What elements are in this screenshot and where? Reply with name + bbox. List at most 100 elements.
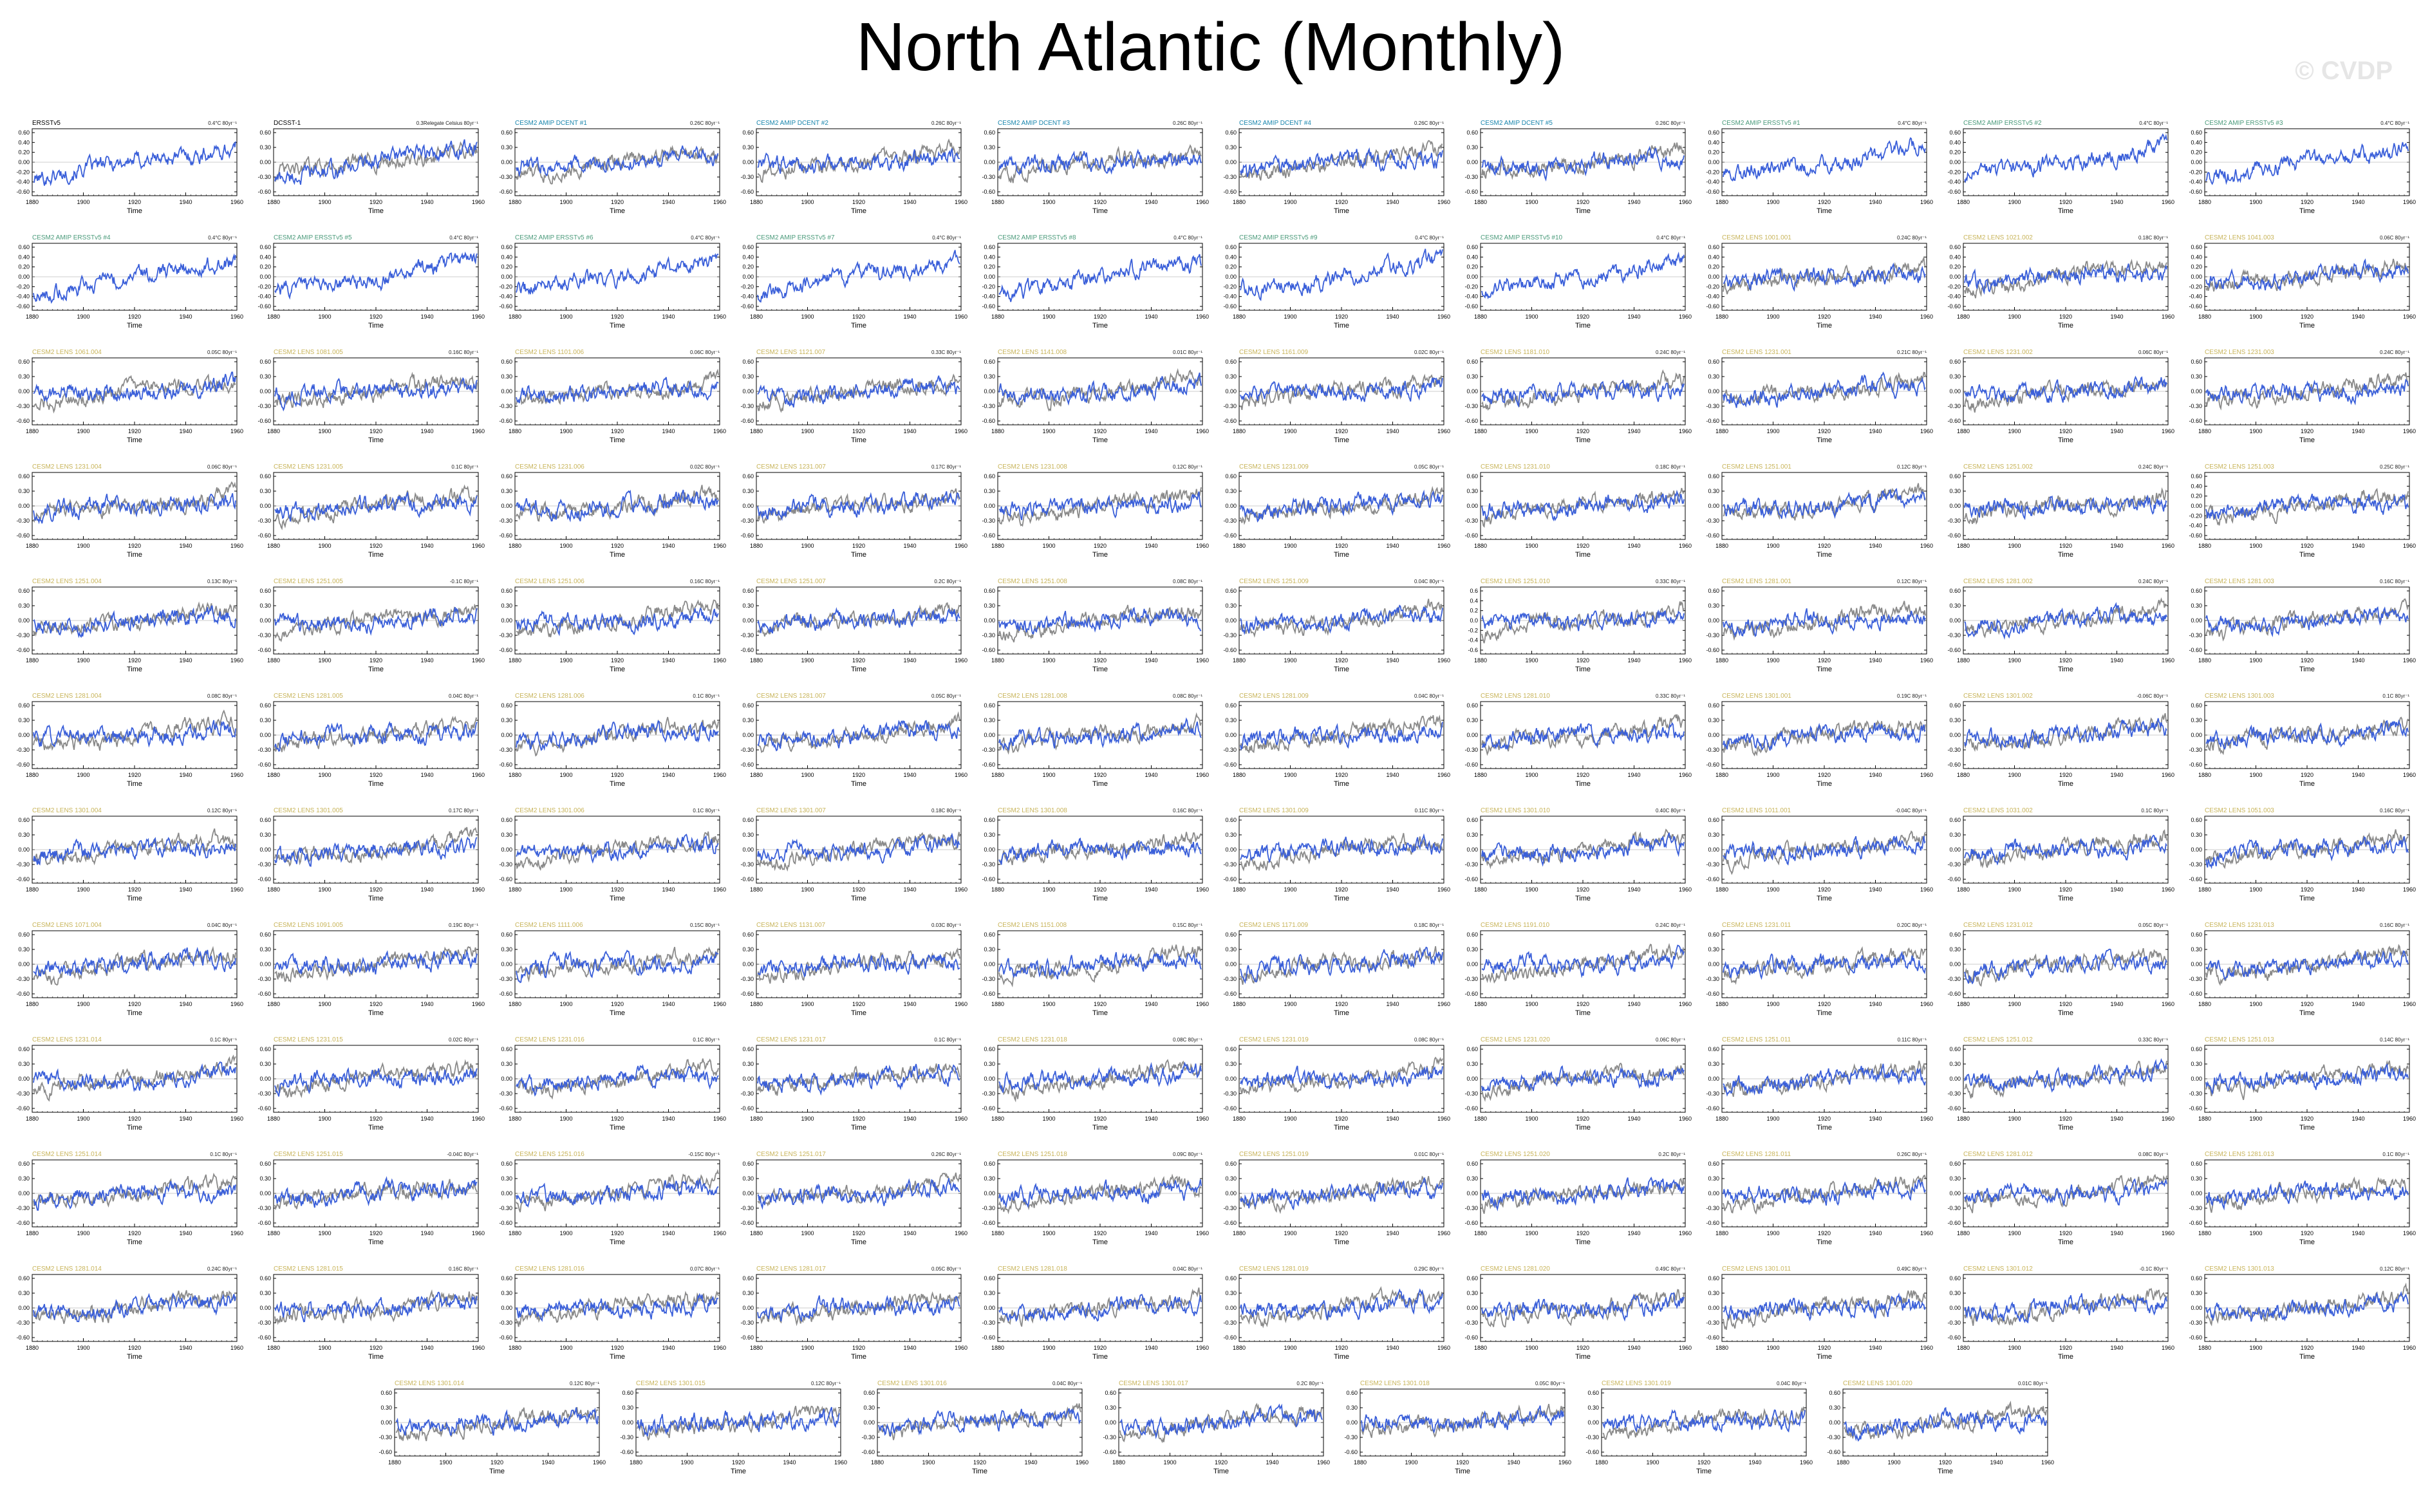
x-tick-label: 1880 [509, 199, 521, 205]
x-axis-label: Time [1575, 436, 1591, 444]
y-tick-label: 0.60 [501, 588, 512, 594]
x-tick-label: 1900 [2249, 772, 2262, 778]
x-tick-label: 1940 [1386, 886, 1399, 893]
x-tick-label: 1900 [1042, 657, 1055, 664]
y-tick-label: 0.60 [1225, 473, 1237, 480]
y-tick-label: -0.60 [499, 647, 512, 653]
panel-trend: 0.12C 80yr⁻¹ [1173, 464, 1202, 470]
y-tick-label: -0.40 [740, 294, 754, 300]
x-tick-label: 1940 [420, 657, 433, 664]
y-tick-label: -0.20 [2189, 512, 2202, 519]
model-line [33, 720, 236, 748]
x-tick-label: 1880 [750, 199, 763, 205]
panel-trend: 0.24C 80yr⁻¹ [1656, 350, 1685, 355]
x-tick-label: 1920 [1094, 428, 1107, 434]
x-tick-label: 1920 [852, 428, 865, 434]
y-tick-label: -0.30 [16, 861, 30, 868]
y-tick-label: -0.40 [2189, 179, 2202, 185]
x-tick-label: 1920 [852, 543, 865, 549]
y-tick-label: -0.60 [16, 189, 30, 195]
x-tick-label: 1900 [1766, 543, 1779, 549]
panel-trend: 0.04C 80yr⁻¹ [1414, 693, 1444, 699]
y-tick-label: -0.60 [499, 303, 512, 310]
y-tick-label: -0.60 [1223, 761, 1237, 768]
y-tick-label: 0.30 [1708, 373, 1719, 380]
x-tick-label: 1880 [1715, 657, 1728, 664]
x-tick-label: 1900 [318, 886, 331, 893]
y-tick-label: -0.30 [499, 174, 512, 180]
x-tick-label: 1900 [318, 199, 331, 205]
y-tick-label: 0.00 [259, 159, 271, 165]
x-tick-label: 1920 [1094, 772, 1107, 778]
x-tick-label: 1920 [1094, 657, 1107, 664]
y-tick-label: 0.60 [18, 129, 30, 136]
y-tick-label: 0.00 [259, 846, 271, 853]
panel-title: CESM2 AMIP ERSSTv5 #3 [2205, 120, 2283, 127]
x-tick-label: 1880 [750, 313, 763, 320]
x-axis-label: Time [1334, 895, 1349, 902]
y-tick-label: 0.60 [1466, 817, 1478, 823]
x-tick-label: 1940 [420, 199, 433, 205]
panel-title: CESM2 LENS 1301.006 [515, 807, 584, 814]
y-tick-label: 0.00 [1466, 732, 1478, 738]
x-tick-label: 1900 [1766, 199, 1779, 205]
panel: CESM2 AMIP ERSSTv5 #3 0.4°C 80yr⁻¹ 0.60 0.4… [2189, 120, 2416, 215]
y-tick-label: 0.40 [1708, 254, 1719, 260]
y-tick-label: 0.00 [501, 846, 512, 853]
x-tick-label: 1960 [955, 313, 967, 320]
x-tick-label: 1900 [801, 772, 814, 778]
y-tick-label: 0.00 [18, 503, 30, 509]
y-tick-label: -0.30 [1464, 747, 1478, 753]
x-tick-label: 1900 [1042, 886, 1055, 893]
y-tick-label: 0.30 [1225, 373, 1237, 380]
y-tick-label: 0.30 [1949, 602, 1961, 609]
model-line [998, 148, 1202, 176]
x-tick-label: 1880 [2198, 772, 2211, 778]
panel-title: CESM2 LENS 1231.007 [756, 463, 826, 471]
y-tick-label: 0.60 [1708, 588, 1719, 594]
x-tick-label: 1960 [1679, 543, 1692, 549]
y-tick-label: -0.40 [16, 179, 30, 185]
x-tick-label: 1900 [801, 313, 814, 320]
panel-title: CESM2 LENS 1251.002 [1963, 463, 2033, 471]
y-tick-label: -0.60 [1947, 418, 1961, 424]
panel-title: CESM2 LENS 1251.006 [515, 578, 584, 585]
x-axis-label: Time [2058, 436, 2073, 444]
y-tick-label: 0.40 [1949, 254, 1961, 260]
y-tick-label: -0.20 [982, 283, 995, 290]
x-tick-label: 1960 [1437, 772, 1450, 778]
y-tick-label: -0.20 [2189, 169, 2202, 175]
panel-title: CESM2 LENS 1061.004 [32, 349, 102, 356]
y-tick-label: 0.60 [1708, 129, 1719, 136]
model-line [274, 139, 478, 185]
obs-line [33, 373, 236, 414]
panel-title: CESM2 LENS 1251.001 [1722, 463, 1791, 471]
x-tick-label: 1960 [1437, 543, 1450, 549]
x-axis-label: Time [127, 322, 142, 330]
panel-title: CESM2 AMIP DCENT #3 [998, 120, 1070, 127]
panel: CESM2 LENS 1281.009 0.04C 80yr⁻¹ 0.60 0.30 0… [1223, 693, 1450, 788]
x-axis-label: Time [1575, 322, 1591, 330]
panel-trend: 0.1C 80yr⁻¹ [2382, 693, 2409, 699]
y-tick-label: 0.00 [1708, 388, 1719, 395]
panel-trend: 0.25C 80yr⁻¹ [2380, 464, 2409, 470]
panel-title: CESM2 AMIP ERSSTv5 #7 [756, 234, 835, 241]
x-tick-label: 1900 [801, 428, 814, 434]
y-tick-label: 0.30 [742, 717, 754, 723]
x-tick-label: 1920 [1335, 886, 1348, 893]
model-line [33, 837, 236, 866]
x-tick-label: 1900 [2249, 313, 2262, 320]
x-axis-label: Time [127, 666, 142, 673]
x-axis-label: Time [851, 551, 866, 559]
x-tick-label: 1880 [991, 772, 1004, 778]
model-line [757, 375, 960, 408]
y-tick-label: -0.20 [1706, 169, 1719, 175]
x-tick-label: 1960 [230, 543, 243, 549]
x-tick-label: 1880 [2198, 313, 2211, 320]
y-tick-label: 0.60 [501, 702, 512, 709]
y-tick-label: 0.60 [259, 359, 271, 365]
panel-title: CESM2 LENS 1301.010 [1481, 807, 1550, 814]
x-tick-label: 1940 [1145, 428, 1157, 434]
panel-title: CESM2 LENS 1281.002 [1963, 578, 2033, 585]
x-tick-label: 1940 [1386, 428, 1399, 434]
